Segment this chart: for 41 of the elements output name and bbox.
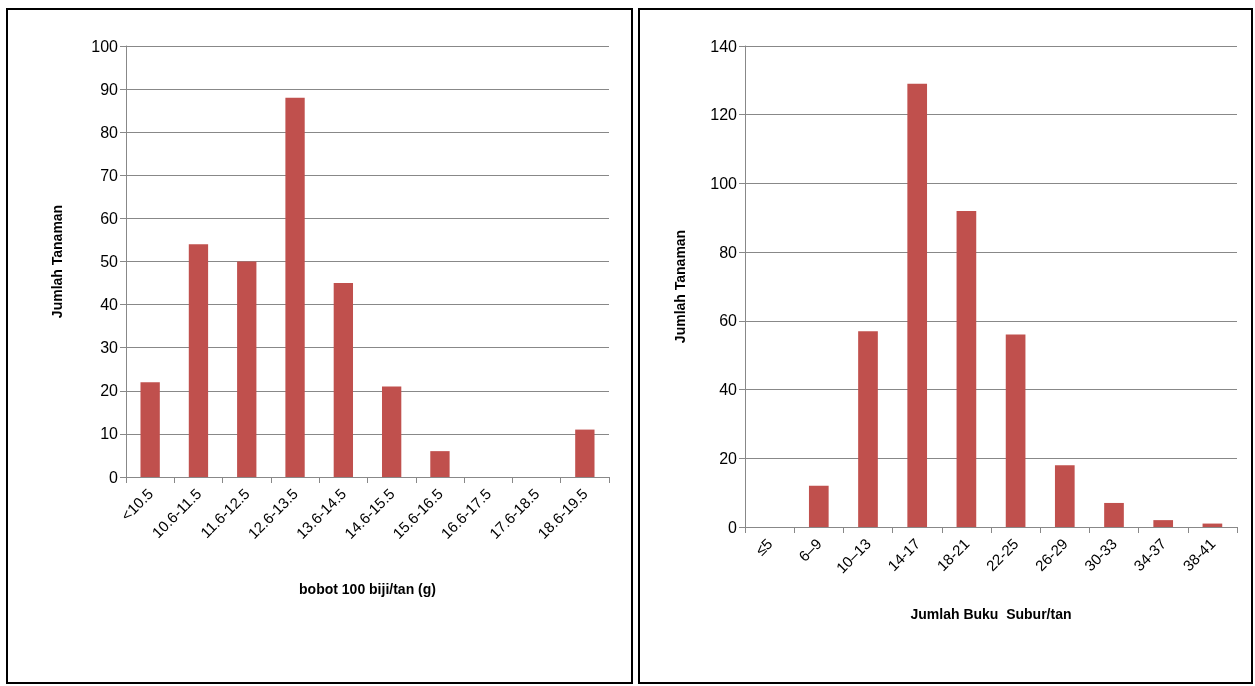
y-tick-label: 10 [100, 425, 119, 443]
bar [858, 331, 878, 527]
y-tick-label: 60 [719, 312, 738, 330]
bar [333, 283, 354, 477]
y-axis-title: Jumlah Tanaman [672, 229, 688, 344]
bar [1104, 502, 1124, 527]
y-tick-label: 30 [100, 339, 119, 357]
bar [1005, 334, 1026, 527]
y-tick-label: 80 [719, 243, 738, 261]
bar [1054, 465, 1075, 527]
y-tick-label: 120 [710, 106, 738, 124]
x-axis-title: Jumlah Buku Subur/tan [910, 606, 1072, 622]
bar [956, 210, 977, 527]
bar [381, 386, 402, 477]
bar [140, 382, 160, 477]
y-tick-label: 100 [710, 174, 738, 192]
bar [237, 261, 257, 477]
y-tick-label: 40 [100, 296, 119, 314]
y-axis-title: Jumlah Tanaman [49, 204, 65, 319]
bar [907, 83, 928, 527]
x-tick-label: 6–9 [795, 534, 825, 565]
y-tick-label: 80 [100, 123, 119, 141]
bar [188, 244, 209, 477]
x-axis-title: bobot 100 biji/tan (g) [299, 581, 436, 597]
y-tick-label: 0 [728, 518, 738, 536]
y-tick-label: 50 [100, 253, 119, 270]
bar [1153, 520, 1174, 527]
y-tick-label: 70 [100, 166, 119, 184]
y-tick-label: 100 [91, 37, 119, 55]
x-tick-label: ≤5 [751, 534, 776, 559]
y-tick-label: 20 [100, 382, 119, 400]
bar [808, 485, 829, 527]
y-tick-label: 140 [710, 37, 738, 55]
y-tick-label: 20 [719, 449, 738, 467]
y-tick-label: 0 [109, 468, 119, 486]
y-tick-label: 60 [100, 209, 119, 227]
bar [430, 451, 450, 477]
y-tick-label: 40 [719, 381, 738, 399]
y-tick-label: 90 [100, 80, 119, 98]
bar [285, 97, 305, 477]
bar [575, 429, 595, 477]
